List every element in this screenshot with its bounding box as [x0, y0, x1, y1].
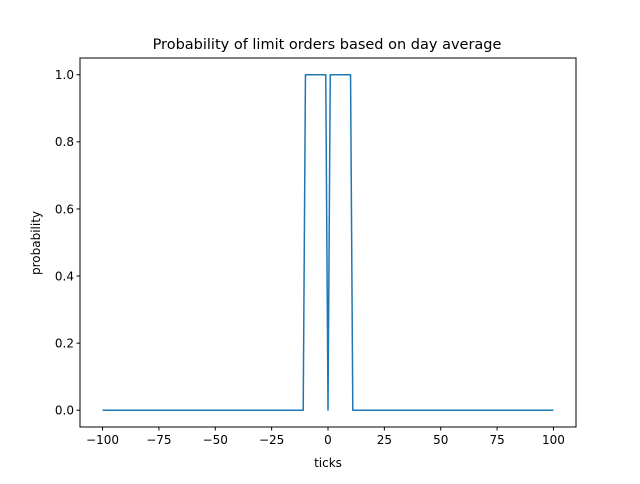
y-tick-label: 0.0	[55, 404, 74, 418]
series-layer	[102, 74, 554, 411]
series-line-probability	[102, 74, 554, 411]
x-axis-label: ticks	[314, 456, 342, 470]
x-tick-label: 50	[433, 433, 448, 447]
y-tick-label: 0.8	[55, 135, 74, 149]
x-tick-label: 100	[542, 433, 565, 447]
plot-area-frame	[79, 57, 577, 428]
y-tick-label: 0.4	[55, 269, 74, 283]
y-tick-label: 0.6	[55, 202, 74, 216]
y-axis-label: probability	[29, 211, 43, 275]
x-tick-label: −25	[259, 433, 284, 447]
chart-title: Probability of limit orders based on day…	[153, 37, 502, 53]
x-tick-label: −50	[203, 433, 228, 447]
x-tick-label: −100	[86, 433, 119, 447]
y-tick-label: 1.0	[55, 68, 74, 82]
x-tick-label: 0	[324, 433, 332, 447]
axis-ticks: −100 −75 −50 −25 0 25 50 75 100 0.0 0.2 0.4 0.6 0.8 1.…	[55, 68, 565, 447]
x-tick-label: 75	[489, 433, 504, 447]
x-tick-label: −75	[146, 433, 171, 447]
x-tick-label: 25	[377, 433, 392, 447]
y-tick-label: 0.2	[55, 336, 74, 350]
